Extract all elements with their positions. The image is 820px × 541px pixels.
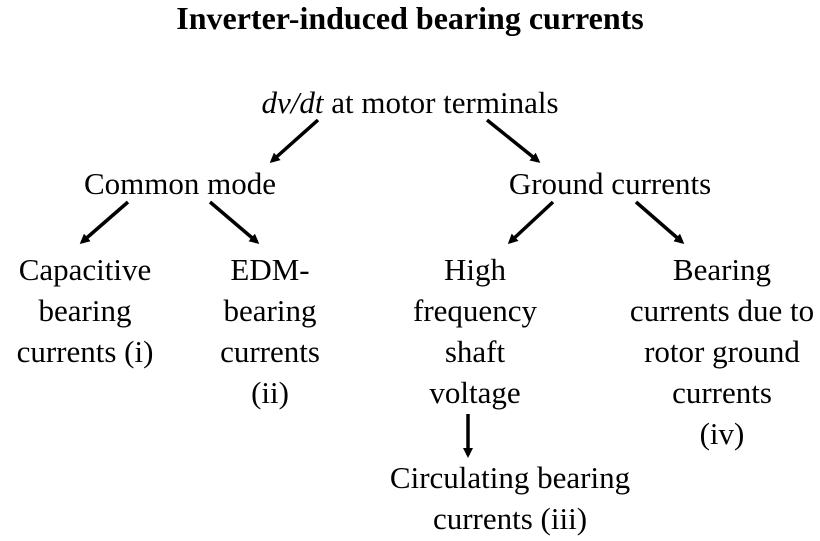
node-line: Capacitive [18,252,152,287]
node-line: currents (i) [16,334,154,369]
node-line: rotor ground [644,334,800,369]
node-line: voltage [429,375,521,410]
node-rotor-ground-bearing-currents: Bearing currents due to rotor ground cur… [622,249,820,454]
diagram-title: Inverter-induced bearing currents [176,0,644,36]
node-line: High [444,252,506,287]
node-line: currents (iii) [432,501,588,536]
root-node-text: at motor terminals [323,85,559,120]
node-circulating-bearing-currents: Circulating bearing currents (iii) [320,457,700,539]
node-line: Circulating bearing [389,460,631,495]
arrow-ground-to-rotor-ground [634,200,685,244]
node-line: currents [672,375,772,410]
node-line: currents due to [629,293,815,328]
node-line: Bearing [672,252,772,287]
node-line: currents [220,334,320,369]
node-line: bearing [223,293,317,328]
node-edm-bearing-currents: EDM- bearing currents (ii) [200,249,340,413]
node-line: (ii) [251,375,289,410]
node-capacitive-bearing-currents: Capacitive bearing currents (i) [0,249,175,372]
arrow-root-to-common-mode [269,118,320,163]
root-node-italic: dv/dt [261,85,324,120]
arrow-common-mode-to-capacitive [79,200,130,244]
arrow-root-to-ground-currents [485,118,541,163]
node-line: shaft [444,334,506,369]
node-line: (iv) [699,416,745,451]
root-node-dvdt: dv/dt at motor terminals [210,82,610,123]
node-ground-currents: Ground currents [508,166,712,201]
node-high-frequency-shaft-voltage: High frequency shaft voltage [375,249,575,413]
node-line: bearing [38,293,132,328]
arrow-ground-to-high-frequency [507,200,555,245]
node-line: EDM- [230,252,310,287]
arrow-common-mode-to-edm [208,200,260,244]
node-line: frequency [413,293,537,328]
node-common-mode: Common mode [83,166,277,201]
